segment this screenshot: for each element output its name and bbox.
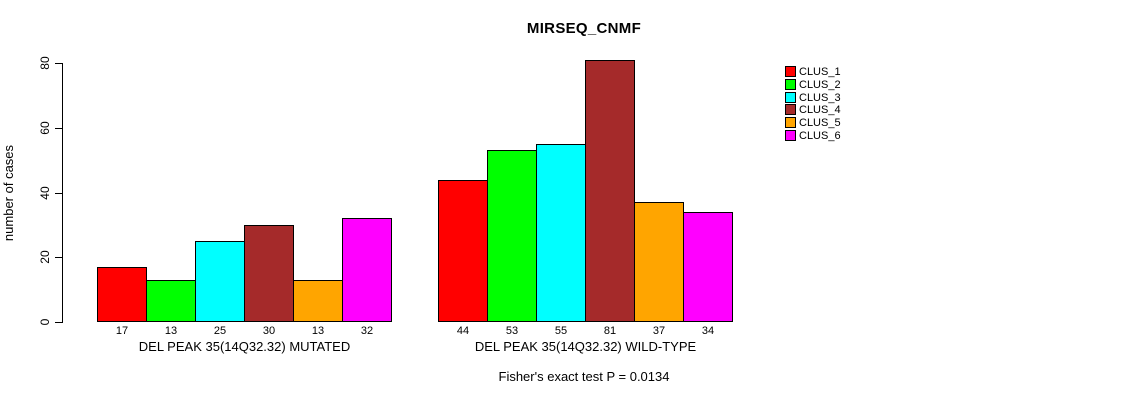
legend-item-label: CLUS_6 [799, 130, 841, 142]
y-axis-line [62, 63, 63, 323]
bar-clus_4-group2 [585, 60, 635, 322]
legend-swatch [785, 66, 796, 77]
legend-swatch [785, 117, 796, 128]
y-axis-tick-label: 20 [38, 250, 52, 264]
y-axis-tick [55, 128, 62, 129]
legend-item-label: CLUS_1 [799, 66, 841, 78]
bar-clus_6-group2 [683, 212, 733, 322]
bar-clus_3-group1 [195, 241, 245, 322]
bar-value-label: 30 [262, 325, 276, 337]
bar-clus_1-group2 [438, 180, 488, 322]
bar-clus_2-group2 [487, 150, 537, 322]
chart-title: MIRSEQ_CNMF [526, 20, 642, 37]
bar-clus_1-group1 [97, 267, 147, 322]
bar-clus_3-group2 [536, 144, 586, 322]
bar-value-label: 44 [456, 325, 470, 337]
legend-swatch [785, 92, 796, 103]
y-axis-tick [55, 322, 62, 323]
legend-item-label: CLUS_3 [799, 92, 841, 104]
legend-item-label: CLUS_5 [799, 117, 841, 129]
legend-swatch [785, 104, 796, 115]
legend-swatch [785, 79, 796, 90]
legend-item-label: CLUS_4 [799, 104, 841, 116]
bar-value-label: 53 [505, 325, 519, 337]
bar-clus_4-group1 [244, 225, 294, 322]
y-axis-tick [55, 63, 62, 64]
y-axis-tick-label: 80 [38, 56, 52, 70]
bar-value-label: 81 [603, 325, 617, 337]
bar-value-label: 32 [360, 325, 374, 337]
bar-value-label: 17 [115, 325, 129, 337]
y-axis-tick [55, 257, 62, 258]
legend-swatch [785, 130, 796, 141]
legend-item-label: CLUS_2 [799, 79, 841, 91]
bar-value-label: 34 [701, 325, 715, 337]
bar-value-label: 25 [213, 325, 227, 337]
y-axis-label: number of cases [1, 144, 16, 242]
y-axis-tick-label: 40 [38, 186, 52, 200]
bar-value-label: 55 [554, 325, 568, 337]
y-axis-tick-label: 60 [38, 121, 52, 135]
group-label: DEL PEAK 35(14Q32.32) WILD-TYPE [474, 339, 697, 354]
bar-clus_5-group2 [634, 202, 684, 322]
bar-clus_5-group1 [293, 280, 343, 322]
bar-value-label: 37 [652, 325, 666, 337]
y-axis-tick [55, 193, 62, 194]
group-label: DEL PEAK 35(14Q32.32) MUTATED [138, 339, 351, 354]
bar-value-label: 13 [164, 325, 178, 337]
bar-clus_6-group1 [342, 218, 392, 322]
bar-value-label: 13 [311, 325, 325, 337]
y-axis-tick-label: 0 [38, 318, 52, 326]
bar-clus_2-group1 [146, 280, 196, 322]
footnote: Fisher's exact test P = 0.0134 [498, 369, 670, 384]
